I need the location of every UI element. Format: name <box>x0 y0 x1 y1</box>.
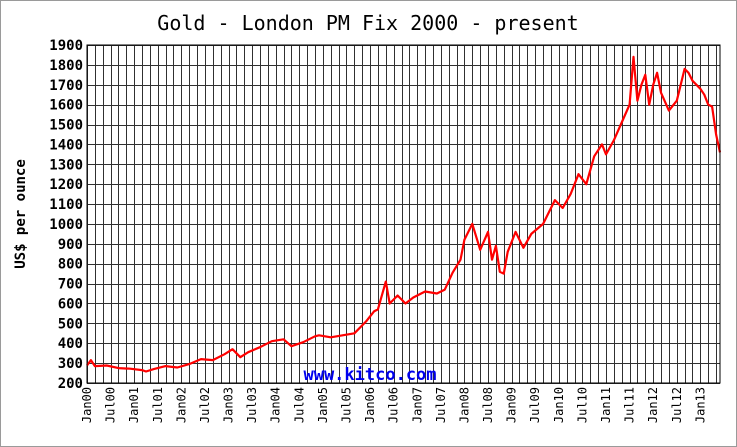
y-tick-label: 400 <box>58 336 83 352</box>
chart-title: Gold - London PM Fix 2000 - present <box>157 11 578 35</box>
y-tick-label: 1300 <box>49 157 83 173</box>
y-tick-label: 1200 <box>49 177 83 193</box>
x-tick-label: Jul08 <box>481 387 495 423</box>
x-tick-label: Jan13 <box>693 387 707 423</box>
y-tick-label: 300 <box>58 356 83 372</box>
y-tick-label: 1800 <box>49 58 83 74</box>
y-tick-label: 1600 <box>49 98 83 114</box>
y-tick-label: 600 <box>58 296 83 312</box>
x-tick-label: Jan12 <box>646 387 660 423</box>
x-tick-label: Jan08 <box>457 387 471 423</box>
x-tick-label: Jan06 <box>363 387 377 423</box>
x-tick-label: Jul03 <box>245 387 259 423</box>
x-tick-label: Jul07 <box>434 387 448 423</box>
y-tick-label: 1700 <box>49 78 83 94</box>
y-axis-tick-labels: 200 300 400 500 600 700 800 900 1000 1100 1200 1300… <box>49 38 83 392</box>
x-tick-label: Jan03 <box>222 387 236 423</box>
x-tick-label: Jan07 <box>410 387 424 423</box>
watermark-kitco: www.kitco.com <box>303 365 436 385</box>
x-tick-label: Jul10 <box>575 387 589 423</box>
x-tick-label: Jul04 <box>292 387 306 423</box>
x-tick-label: Jul11 <box>623 387 637 423</box>
y-tick-label: 1500 <box>49 118 83 134</box>
x-tick-label: Jan02 <box>174 387 188 423</box>
x-axis-tick-labels: Jan00 Jul00 Jan01 Jul01 Jan02 Jul02 Jan03 Jul03… <box>80 387 707 423</box>
x-tick-label: Jan04 <box>269 387 283 423</box>
x-tick-label: Jan11 <box>599 387 613 423</box>
y-tick-label: 500 <box>58 316 83 332</box>
x-tick-label: Jul12 <box>670 387 684 423</box>
x-tick-label: Jan01 <box>127 387 141 423</box>
y-tick-label: 1400 <box>49 137 83 153</box>
y-tick-label: 700 <box>58 277 83 293</box>
x-tick-label: Jan00 <box>80 387 94 423</box>
x-tick-label: Jul00 <box>104 387 118 423</box>
x-tick-label: Jul09 <box>528 387 542 423</box>
x-tick-label: Jul01 <box>151 387 165 423</box>
x-tick-label: Jul06 <box>387 387 401 423</box>
y-axis-label: US$ per ounce <box>13 159 29 269</box>
plot-border <box>86 44 721 384</box>
grid-lines <box>87 45 720 384</box>
y-tick-label: 900 <box>58 237 83 253</box>
x-tick-label: Jul02 <box>198 387 212 423</box>
y-tick-label: 800 <box>58 257 83 273</box>
y-tick-label: 1100 <box>49 197 83 213</box>
x-tick-label: Jul05 <box>339 387 353 423</box>
y-tick-label: 200 <box>58 376 83 392</box>
series-line-gold-price <box>86 55 722 373</box>
x-tick-label: Jan05 <box>316 387 330 423</box>
x-tick-label: Jan09 <box>505 387 519 423</box>
x-tick-label: Jan10 <box>552 387 566 423</box>
y-tick-label: 1000 <box>49 217 83 233</box>
y-tick-label: 1900 <box>49 38 83 54</box>
